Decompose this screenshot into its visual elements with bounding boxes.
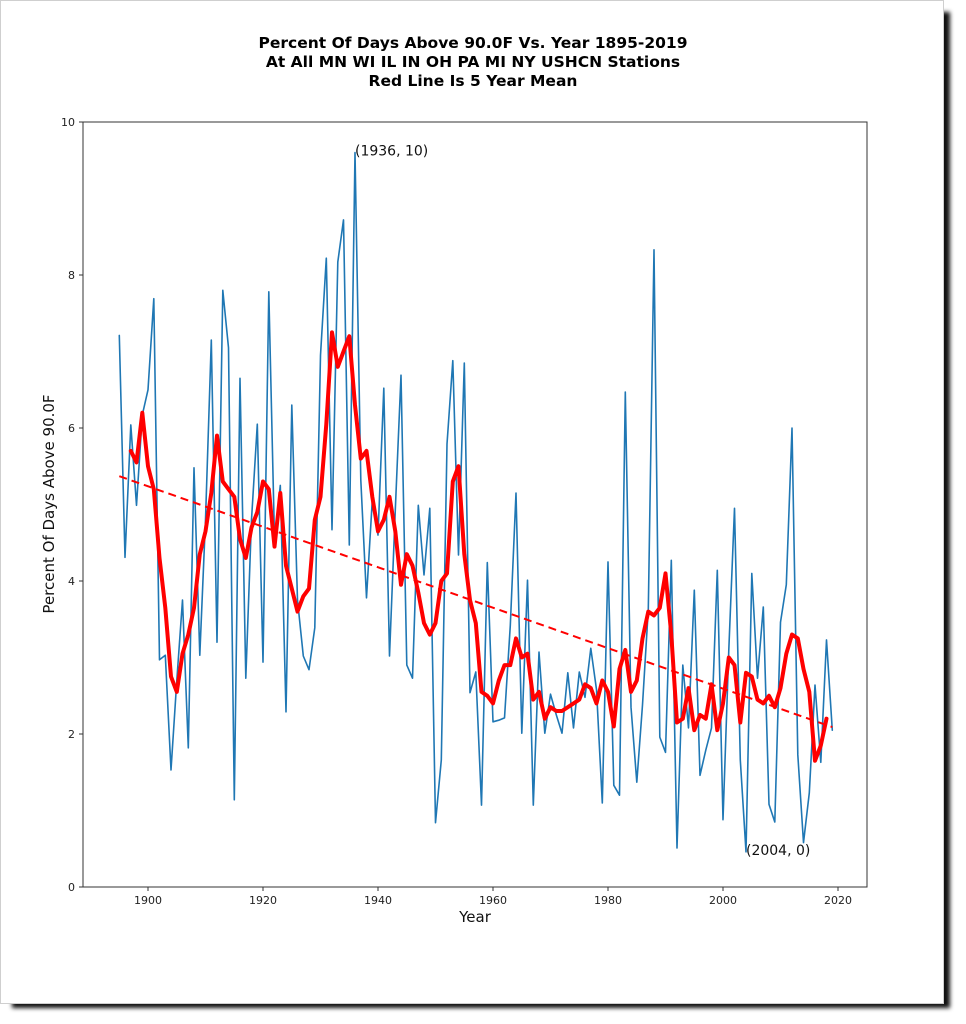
plot-area (82, 121, 868, 888)
x-tick-label: 1980 (594, 894, 622, 907)
annotation-layer: (1936, 10) (2004, 0) (355, 144, 810, 859)
y-tick-label: 2 (68, 728, 75, 741)
y-tick-label: 10 (61, 116, 75, 129)
five-year-mean-line (128, 330, 829, 763)
x-tick-label: 1900 (134, 894, 162, 907)
y-axis: 0 2 4 6 8 10 (61, 116, 83, 894)
x-tick-label: 2020 (824, 894, 852, 907)
x-tick-label: 1960 (479, 894, 507, 907)
y-tick-label: 0 (68, 881, 75, 894)
trend-line (118, 475, 833, 729)
x-tick-label: 1940 (364, 894, 392, 907)
axes-frame (82, 121, 868, 888)
annual-data-line (118, 151, 834, 853)
x-tick-label: 1920 (249, 894, 277, 907)
point-annotation: (2004, 0) (746, 843, 810, 859)
title-line-2: At All MN WI IL IN OH PA MI NY USHCN Sta… (265, 53, 681, 71)
x-tick-label: 2000 (709, 894, 737, 907)
chart-title: Percent Of Days Above 90.0F Vs. Year 189… (1, 34, 945, 91)
title-line-3: Red Line Is 5 Year Mean (368, 72, 578, 90)
point-annotation: (1936, 10) (355, 144, 428, 160)
title-line-1: Percent Of Days Above 90.0F Vs. Year 189… (258, 34, 688, 52)
y-tick-label: 8 (68, 269, 75, 282)
series-layer (118, 151, 834, 853)
y-tick-label: 6 (68, 422, 75, 435)
y-axis-label: Percent Of Days Above 90.0F (40, 394, 58, 613)
x-axis: 1900 1920 1940 1960 1980 2000 2020 (134, 887, 852, 907)
y-tick-label: 4 (68, 575, 75, 588)
x-axis-label: Year (458, 908, 492, 926)
